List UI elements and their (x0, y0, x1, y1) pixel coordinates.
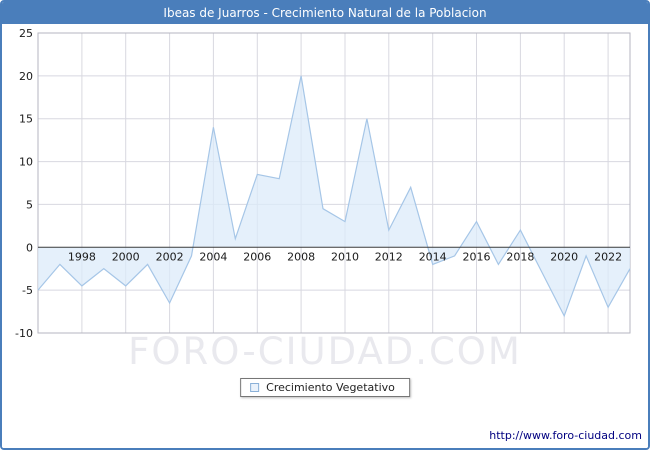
title-bar: Ibeas de Juarros - Crecimiento Natural d… (2, 2, 648, 24)
area-chart: -10 -5 0 5 10 15 20 25 1998 2000 2002 2004 2006 2008 2… (15, 27, 631, 340)
legend: Crecimiento Vegetativo (240, 378, 410, 397)
svg-text:2012: 2012 (375, 250, 403, 263)
svg-text:15: 15 (19, 113, 33, 126)
legend-swatch-icon (250, 383, 260, 392)
svg-text:2014: 2014 (419, 250, 447, 263)
svg-text:-5: -5 (22, 284, 33, 297)
svg-text:2020: 2020 (550, 250, 578, 263)
svg-text:0: 0 (26, 241, 33, 254)
svg-text:2004: 2004 (199, 250, 227, 263)
svg-text:20: 20 (19, 70, 33, 83)
svg-text:2018: 2018 (506, 250, 534, 263)
svg-text:2002: 2002 (156, 250, 184, 263)
svg-text:2010: 2010 (331, 250, 359, 263)
svg-text:10: 10 (19, 156, 33, 169)
svg-text:1998: 1998 (68, 250, 96, 263)
page-title: Ibeas de Juarros - Crecimiento Natural d… (163, 6, 487, 20)
svg-text:5: 5 (26, 198, 33, 211)
footer-link[interactable]: http://www.foro-ciudad.com (489, 429, 642, 442)
svg-text:2022: 2022 (594, 250, 622, 263)
watermark: FORO-CIUDAD.COM (128, 330, 522, 373)
chart-area: FORO-CIUDAD.COM -10 -5 0 5 10 15 20 25 1998 2000 2… (2, 24, 648, 448)
svg-text:-10: -10 (15, 327, 33, 340)
svg-text:2006: 2006 (243, 250, 271, 263)
legend-label: Crecimiento Vegetativo (266, 381, 395, 394)
svg-text:2016: 2016 (463, 250, 491, 263)
svg-text:2000: 2000 (112, 250, 140, 263)
svg-text:2008: 2008 (287, 250, 315, 263)
svg-text:25: 25 (19, 27, 33, 40)
